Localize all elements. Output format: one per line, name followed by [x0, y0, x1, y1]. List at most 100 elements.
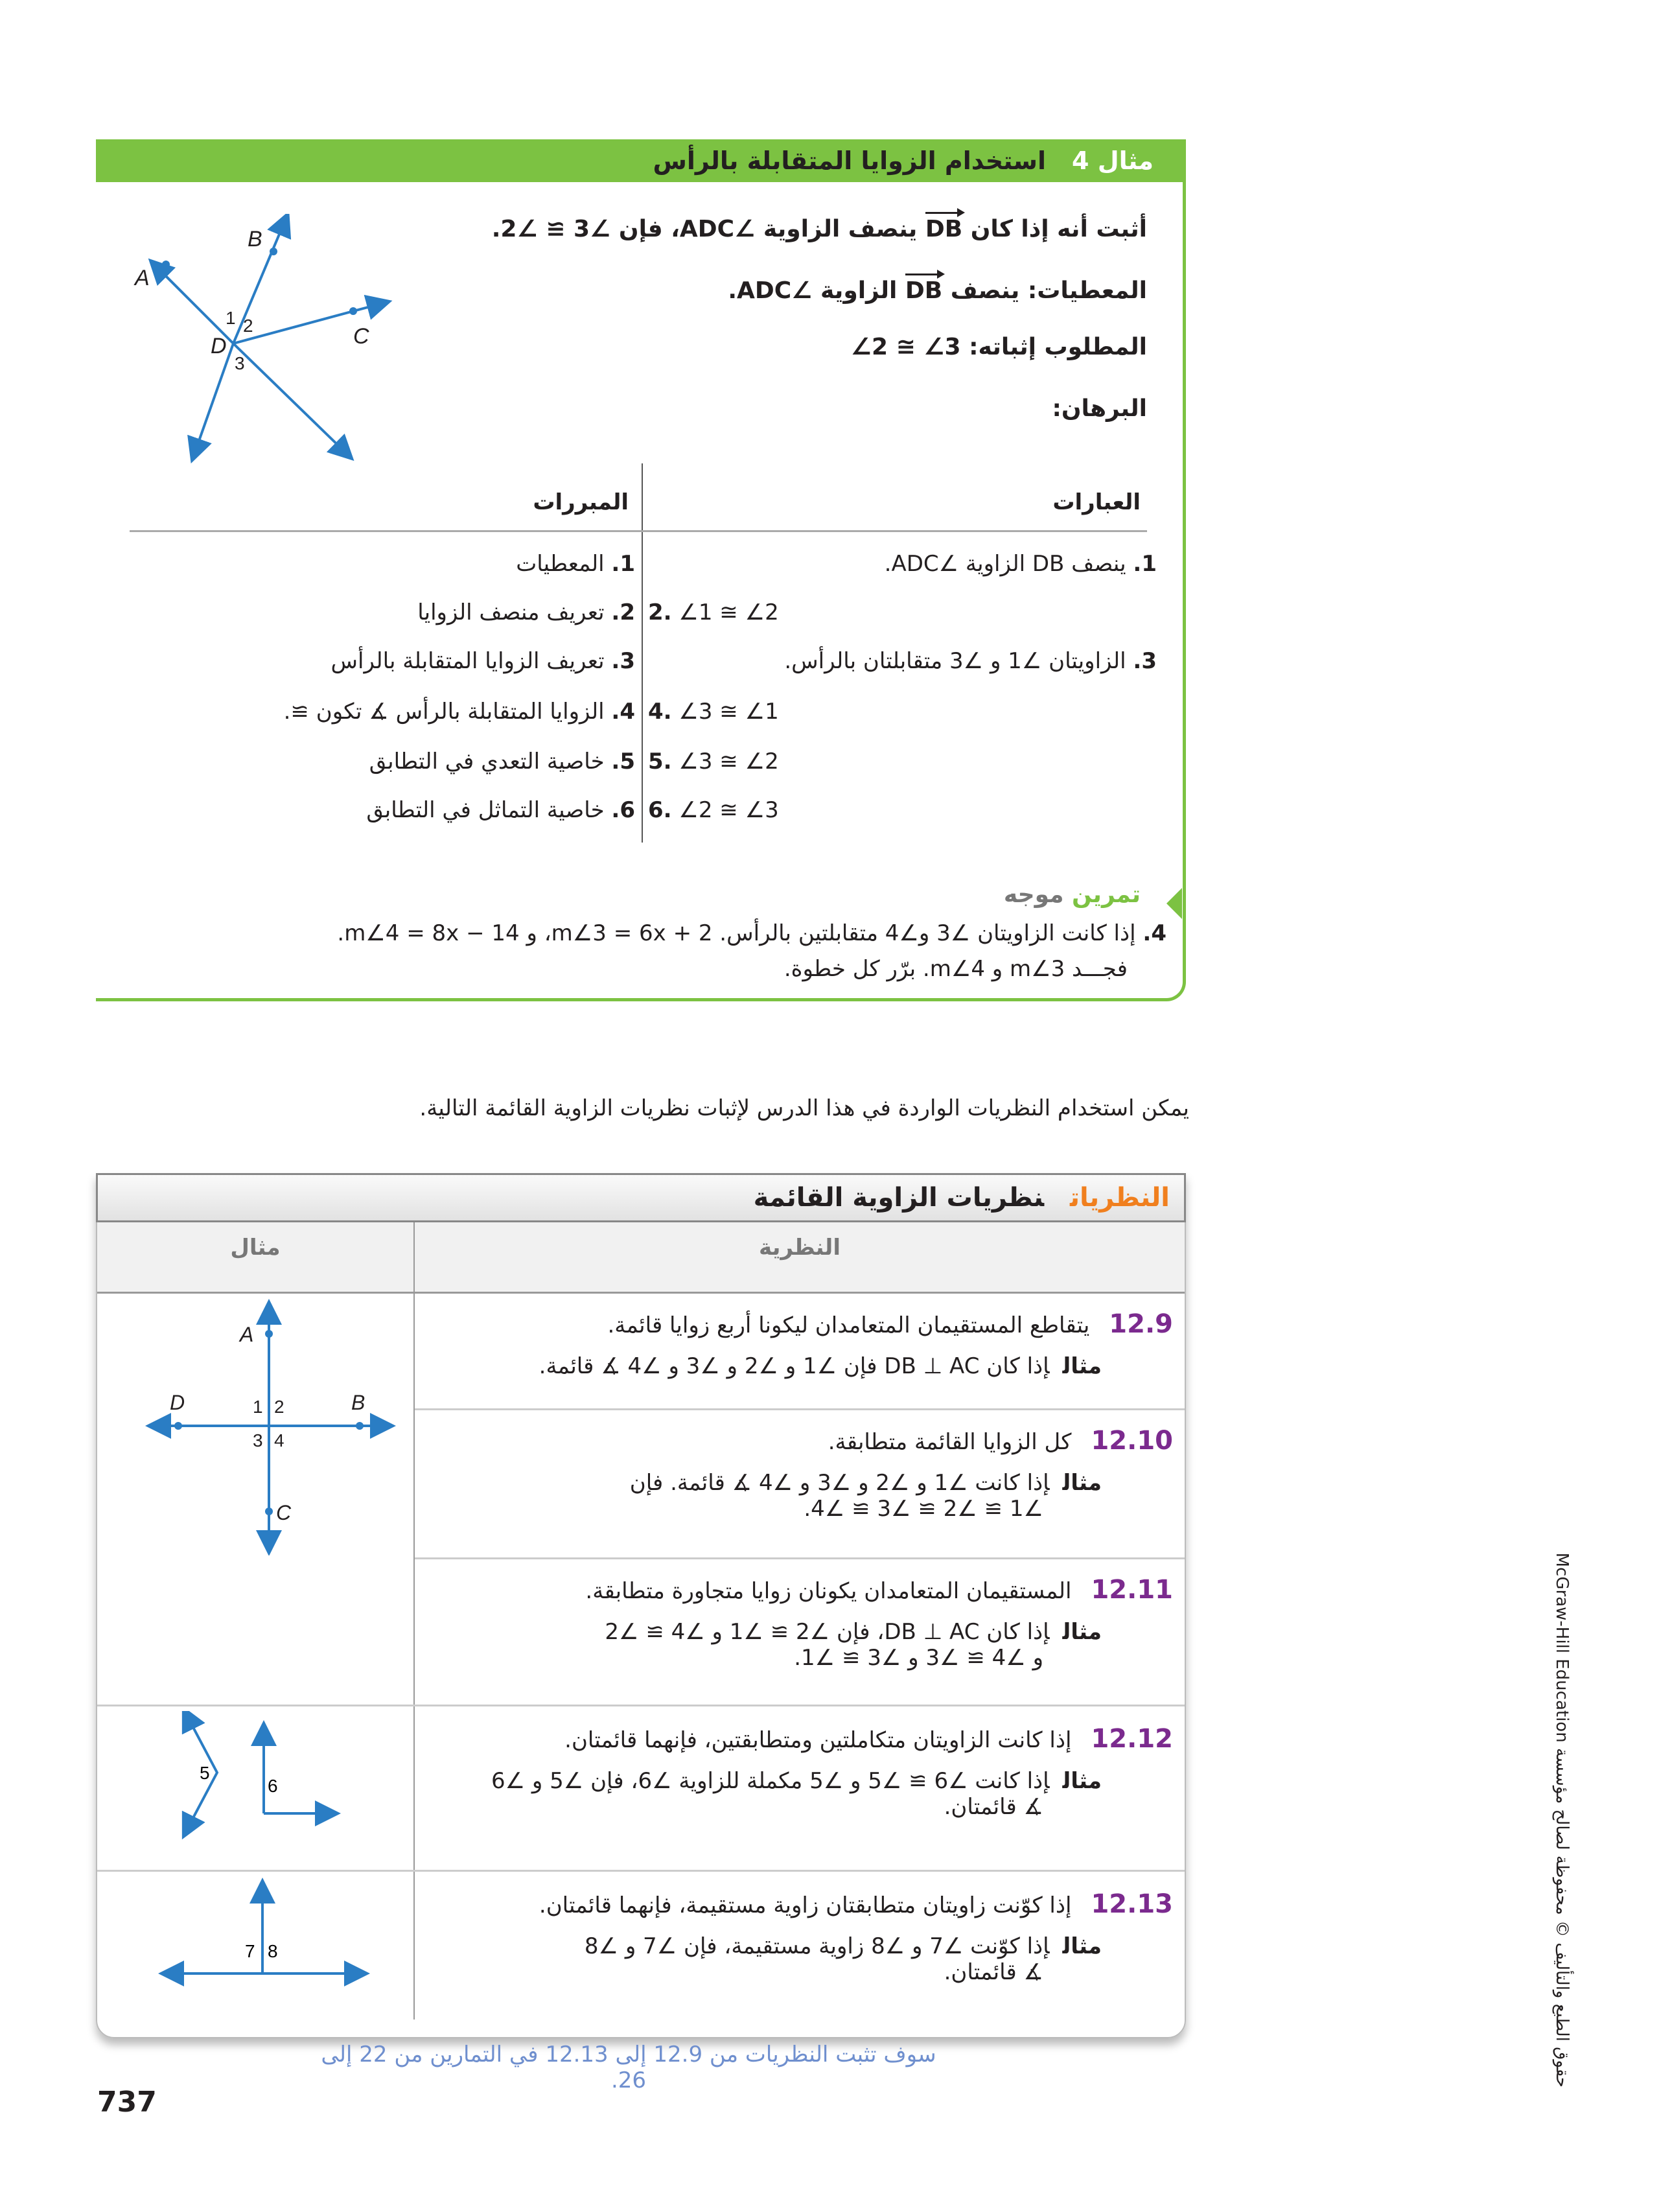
statement-number: 4.: [648, 699, 672, 725]
given-ray: DB: [905, 270, 946, 304]
angle-2-label: 2: [243, 316, 253, 336]
fig1-angle-2: 2: [274, 1397, 284, 1417]
statement-number: 2.: [648, 600, 672, 625]
example-word: مثال: [1062, 1353, 1102, 1379]
reason-text: خاصية التماثل في التطابق: [366, 797, 605, 823]
angle-1-label: 1: [226, 308, 236, 328]
theorem-statement: 12.9 يتقاطع المستقيمان المتعامدان ليكونا …: [428, 1309, 1173, 1339]
statement-text: الزاويتان ∠1 و ∠3 متقابلتان بالرأس.: [784, 648, 1126, 674]
statement-number: 6.: [648, 797, 672, 823]
theorem-number: 12.12: [1091, 1724, 1173, 1754]
problem-number: 4.: [1143, 920, 1166, 946]
given-post: الزاوية ∠ADC.: [728, 277, 898, 304]
statement-number: 3.: [1133, 648, 1157, 674]
intro-text: يمكن استخدام النظريات الواردة في هذا الد…: [419, 1095, 1189, 1121]
ray-db-opposite: [187, 343, 235, 464]
theorem-number: 12.13: [1091, 1889, 1173, 1919]
guided-practice-problem: 4. إذا كانت الزاويتان ∠3 و∠4 متقابلتين ب…: [194, 920, 1166, 946]
guided-practice-label-2: موجه: [1003, 881, 1064, 908]
perpendicular-lines-figure: A B C D 1 2 3 4: [145, 1299, 396, 1555]
prove-post: ينصف الزاوية ∠ADC، فإن ∠3 ≅ ∠2.: [491, 216, 918, 242]
proof-label: البرهان:: [1052, 395, 1147, 422]
fig3-angle-8: 8: [268, 1941, 278, 1961]
proof-statement-row: 2. ∠1 ≅ ∠2: [648, 600, 836, 625]
proof-reason-row: 1. المعطيات: [194, 551, 635, 577]
reason-text: خاصية التعدي في التطابق: [369, 749, 605, 774]
proof-statement-row: 3. الزاويتان ∠1 و ∠3 متقابلتان بالرأس.: [655, 648, 1157, 674]
theorem-12-9: 12.9 يتقاطع المستقيمان المتعامدان ليكونا …: [428, 1309, 1173, 1379]
reason-number: 6.: [611, 797, 635, 823]
theorem-number: 12.10: [1091, 1426, 1173, 1456]
proof-table-header-line: [130, 530, 1147, 532]
reason-number: 3.: [611, 648, 635, 674]
given: المعطيات: ينصف DB الزاوية ∠ADC.: [454, 270, 1147, 304]
prove-statement: أثبت أنه إذا كان DB ينصف الزاوية ∠ADC، ف…: [454, 208, 1147, 242]
reason-number: 2.: [611, 600, 635, 625]
example-word: مثال: [1062, 1619, 1102, 1645]
example-label: مثال 4: [1072, 146, 1154, 175]
theorem-number: 12.9: [1109, 1309, 1173, 1339]
theorem-12-12: 12.12 إذا كانت الزاويتان متكاملتين ومتطاب…: [428, 1724, 1173, 1820]
footer-note: سوف تثبت النظريات من 12.9 إلى 12.13 في ا…: [321, 2042, 936, 2093]
copyright-notice: حقوق الطبع والتأليف © محفوظة لصالح مؤسسة…: [1552, 1552, 1572, 2088]
example-text: إذا كانت ∠1 و ∠2 و ∠3 و ∠4 ∡ قائمة. فإن: [629, 1470, 1050, 1496]
ray-db-text: DB: [925, 208, 966, 242]
page-number: 737: [97, 2086, 157, 2119]
reason-text: تعريف منصف الزوايا: [417, 600, 605, 625]
guided-practice-heading: تمرين موجه: [648, 881, 1141, 908]
fig1-angle-3: 3: [253, 1430, 263, 1450]
theorem-text: إذا كانت الزاويتان متكاملتين ومتطابقتين،…: [564, 1727, 1072, 1753]
col-example: مثال: [230, 1235, 281, 1261]
theorem-example: مثال إذا كان DB ⊥ AC فإن ∠1 و ∠2 و ∠3 و ∠…: [428, 1353, 1173, 1379]
theorem-statement: 12.13 إذا كوّنت زاويتان متطابقتان زاوية م…: [428, 1889, 1173, 1919]
reason-text: الزوايا المتقابلة بالرأس ∡ تكون ≅.: [283, 699, 605, 725]
theorem-statement: 12.11 المستقيمان المتعامدان يكونان زوايا …: [428, 1575, 1173, 1605]
statements-header: العبارات: [1052, 489, 1141, 515]
proof-table-divider: [642, 463, 643, 843]
label-a: A: [133, 266, 150, 290]
ray-dc: [233, 294, 393, 345]
theorems-title: نظريات الزاوية القائمة: [753, 1183, 1045, 1213]
reason-text: المعطيات: [516, 551, 605, 577]
row-separator: [97, 1870, 1185, 1872]
proof-statement-row: 1. ينصف DB الزاوية ∠ADC.: [655, 551, 1157, 577]
example-text: إذا كانت ∠6 ≅ ∠5 و ∠5 مكملة للزاوية ∠6، …: [491, 1768, 1050, 1794]
ray-db: [232, 214, 292, 344]
fig1-label-c: C: [276, 1501, 292, 1524]
proof-reason-row: 6. خاصية التماثل في التطابق: [194, 797, 635, 823]
given-label: المعطيات:: [1027, 277, 1147, 304]
vertical-angles-figure: A B C D 1 2 3: [133, 214, 393, 464]
problem-line-1: إذا كانت الزاويتان ∠3 و∠4 متقابلتين بالر…: [337, 920, 1136, 946]
theorem-text: يتقاطع المستقيمان المتعامدان ليكونا أربع…: [607, 1312, 1090, 1338]
label-d: D: [211, 334, 227, 358]
proof-reason-row: 2. تعريف منصف الزوايا: [194, 600, 635, 625]
line-ray-a: [148, 258, 235, 345]
theorem-12-11: 12.11 المستقيمان المتعامدان يكونان زوايا …: [428, 1575, 1173, 1671]
reasons-header: المبررات: [533, 489, 629, 515]
row-separator: [415, 1408, 1185, 1410]
supplementary-congruent-angles-figure: 5 6: [181, 1711, 341, 1840]
theorem-text: إذا كوّنت زاويتان متطابقتان زاوية مستقيم…: [539, 1892, 1072, 1918]
theorem-12-10: 12.10 كل الزوايا القائمة متطابقة. مثال إذا …: [428, 1426, 1173, 1522]
example-header: مثال 4 استخدام الزوايا المتقابلة بالرأس: [96, 139, 1186, 182]
theorem-example: مثال إذا كان DB ⊥ AC، فإن ∠2 ≅ ∠1 و ∠4 ≅ …: [428, 1619, 1173, 1645]
proof-reason-row: 5. خاصية التعدي في التطابق: [194, 749, 635, 774]
example-text: إذا كان DB ⊥ AC فإن ∠1 و ∠2 و ∠3 و ∠4 ∡ …: [539, 1353, 1050, 1379]
theorems-label: النظريات: [1070, 1183, 1170, 1213]
theorem-text: كل الزوايا القائمة متطابقة.: [828, 1429, 1072, 1455]
fig1-label-b: B: [351, 1391, 365, 1414]
fig1-angle-4: 4: [274, 1430, 284, 1450]
example-text: إذا كوّنت ∠7 و ∠8 زاوية مستقيمة، فإن ∠7 …: [584, 1933, 1050, 1959]
prove-pre: أثبت أنه إذا كان: [970, 216, 1147, 242]
example-word: مثال: [1062, 1933, 1102, 1959]
statement-number: 5.: [648, 749, 672, 774]
example-text: إذا كان DB ⊥ AC، فإن ∠2 ≅ ∠1 و ∠4 ≅ ∠2: [605, 1619, 1050, 1645]
example-box: [96, 139, 1186, 1001]
statement-text: ∠2 ≅ ∠3: [679, 797, 779, 823]
given-pre: ينصف: [950, 277, 1020, 304]
reason-number: 1.: [611, 551, 635, 577]
theorem-example: مثال إذا كوّنت ∠7 و ∠8 زاوية مستقيمة، فإن…: [428, 1933, 1173, 1959]
label-c: C: [353, 324, 369, 349]
theorem-number: 12.11: [1091, 1575, 1173, 1605]
reason-number: 5.: [611, 749, 635, 774]
